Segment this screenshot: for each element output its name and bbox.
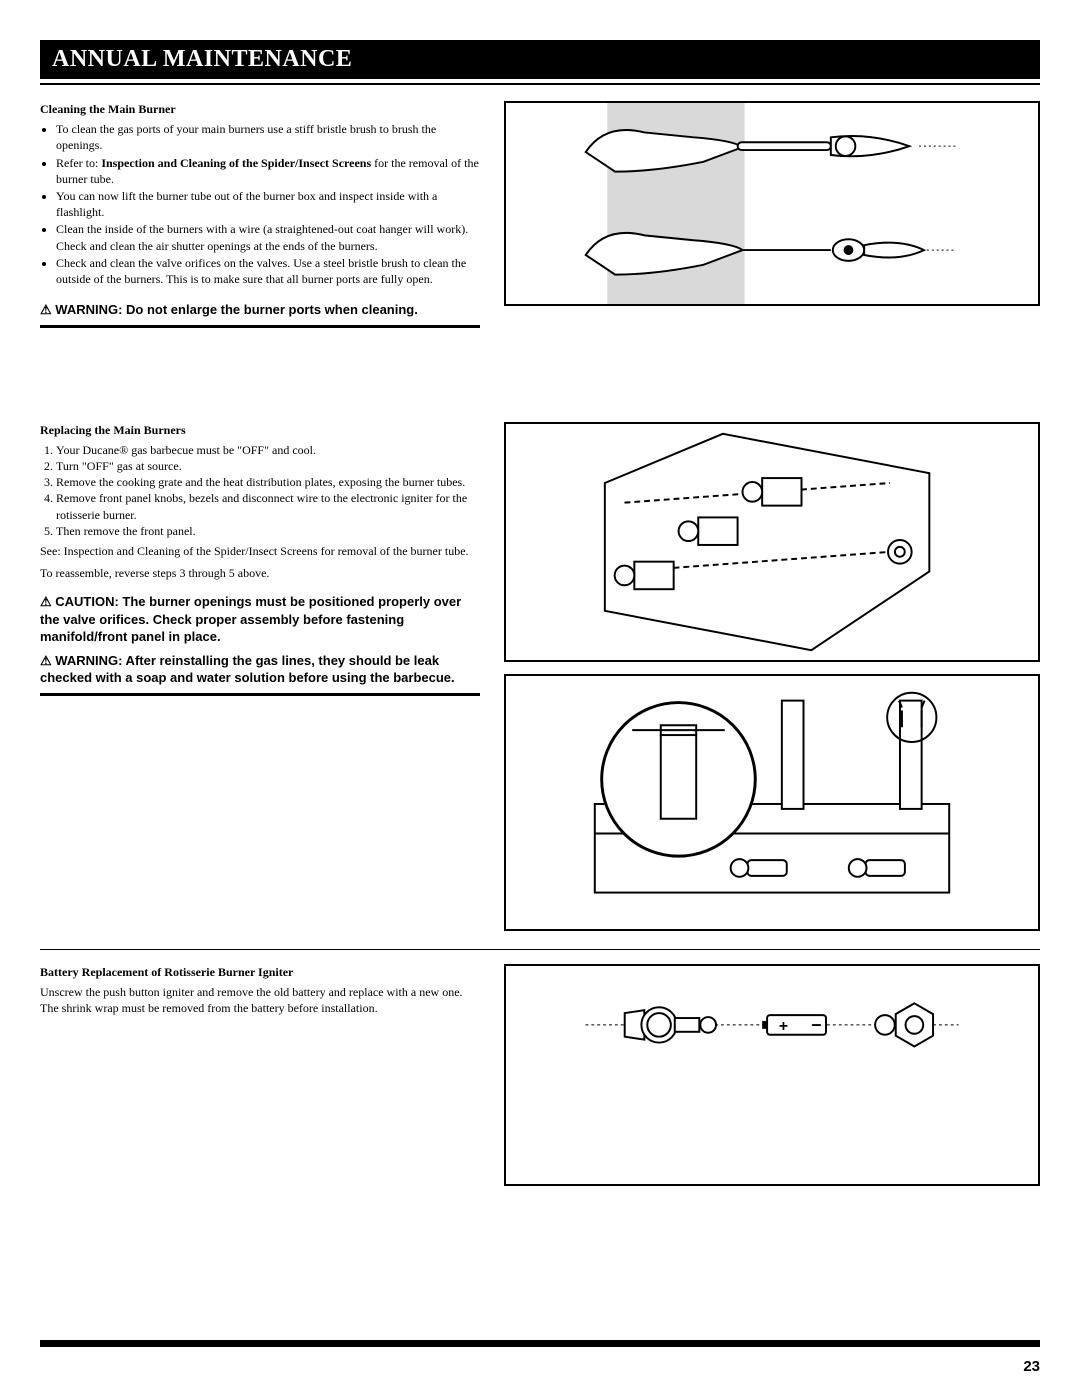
page-title: ANNUAL MAINTENANCE: [40, 40, 1040, 79]
bullet-item: Check and clean the valve orifices on th…: [56, 255, 480, 287]
bullet-item: To clean the gas ports of your main burn…: [56, 121, 480, 153]
warning-text: ⚠ WARNING: After reinstalling the gas li…: [40, 652, 480, 687]
bullet-item: Refer to: Inspection and Cleaning of the…: [56, 155, 480, 187]
page-number: 23: [1023, 1358, 1040, 1375]
svg-text:−: −: [811, 1014, 821, 1034]
burner-detail-illustration: [506, 676, 1038, 929]
section-battery-replacement: Battery Replacement of Rotisserie Burner…: [40, 964, 1040, 1186]
footer-bar: [40, 1340, 1040, 1347]
bullet-item: You can now lift the burner tube out of …: [56, 188, 480, 220]
step-item: Your Ducane® gas barbecue must be "OFF" …: [56, 442, 480, 458]
heading-replacing: Replacing the Main Burners: [40, 422, 480, 438]
figure-burner-assembly-top: [504, 422, 1040, 662]
cleaning-illustration: [506, 103, 1038, 304]
igniter-illustration: + −: [506, 966, 1038, 1184]
step-item: Remove front panel knobs, bezels and dis…: [56, 490, 480, 522]
figure-cleaning-burner: [504, 101, 1040, 306]
step-item: Remove the cooking grate and the heat di…: [56, 474, 480, 490]
battery-body: Unscrew the push button igniter and remo…: [40, 984, 480, 1016]
see-reference: See: Inspection and Cleaning of the Spid…: [40, 543, 480, 559]
step-item: Then remove the front panel.: [56, 523, 480, 539]
title-rule: [40, 83, 1040, 85]
cleaning-bullets: To clean the gas ports of your main burn…: [40, 121, 480, 287]
heading-cleaning: Cleaning the Main Burner: [40, 101, 480, 117]
section-divider: [40, 949, 1040, 950]
section-cleaning-main-burner: Cleaning the Main Burner To clean the ga…: [40, 101, 1040, 328]
bullet-item: Clean the inside of the burners with a w…: [56, 221, 480, 253]
caution-text: ⚠ CAUTION: The burner openings must be p…: [40, 593, 480, 646]
caution-warning-block: ⚠ CAUTION: The burner openings must be p…: [40, 587, 480, 702]
figure-igniter-battery: + −: [504, 964, 1040, 1186]
reassemble-note: To reassemble, reverse steps 3 through 5…: [40, 565, 480, 581]
caution-rule: [40, 693, 480, 696]
svg-text:+: +: [779, 1017, 788, 1034]
burner-assembly-illustration: [506, 424, 1038, 660]
warning-block: ⚠ WARNING: Do not enlarge the burner por…: [40, 295, 480, 328]
heading-battery: Battery Replacement of Rotisserie Burner…: [40, 964, 480, 980]
section-replacing-main-burners: Replacing the Main Burners Your Ducane® …: [40, 422, 1040, 931]
figure-burner-assembly-detail: [504, 674, 1040, 931]
replacing-steps: Your Ducane® gas barbecue must be "OFF" …: [40, 442, 480, 539]
step-item: Turn "OFF" gas at source.: [56, 458, 480, 474]
